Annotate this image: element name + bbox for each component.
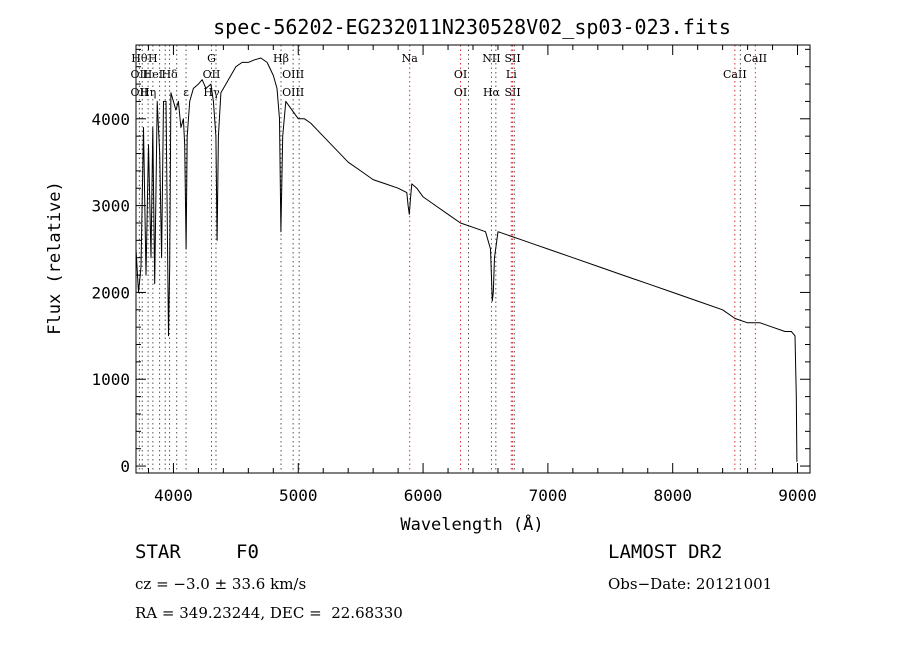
x-tick-label: 9000 xyxy=(778,486,817,505)
line-marker-label: NII xyxy=(482,52,500,65)
spectrum-line xyxy=(135,57,798,462)
object-class: STAR xyxy=(135,541,181,563)
line-marker-label: OIII xyxy=(282,86,304,99)
coordinates-line: RA = 349.23244, DEC = 22.68330 xyxy=(135,604,403,622)
plot-frame xyxy=(135,44,811,474)
x-tick-label: 4000 xyxy=(154,486,193,505)
line-marker-label: Hβ xyxy=(273,52,289,65)
line-marker-label: H xyxy=(148,52,158,65)
y-axis-label: Flux (relative) xyxy=(45,181,65,335)
line-marker-label: OI xyxy=(454,68,467,81)
line-marker-label: HeI xyxy=(143,68,163,81)
y-tick-label: 1000 xyxy=(91,370,130,389)
line-marker-label: SII xyxy=(504,86,520,99)
y-tick-label: 4000 xyxy=(91,110,130,129)
line-marker-label: Li xyxy=(506,68,517,81)
survey-name: LAMOST DR2 xyxy=(608,541,723,563)
x-axis: 4000 5000 6000 7000 8000 9000 xyxy=(147,45,817,505)
line-marker-label: CaII xyxy=(743,52,767,65)
line-marker-label: SII xyxy=(504,52,520,65)
x-tick-label: 7000 xyxy=(529,486,568,505)
obs-date: Obs−Date: 20121001 xyxy=(608,575,773,593)
line-markers: HθOIIOIIHηHHeIHδεGOIIHγHβOIIIOIIINaOIOIN… xyxy=(131,45,767,473)
line-marker-label: OII xyxy=(131,68,149,81)
redshift-line: cz = −3.0 ± 33.6 km/s xyxy=(135,575,307,593)
object-subclass: F0 xyxy=(236,541,259,563)
line-marker-label: CaII xyxy=(723,68,747,81)
y-tick-label: 3000 xyxy=(91,197,130,216)
line-marker-label: OII xyxy=(203,68,221,81)
line-marker-label: ε xyxy=(183,86,189,99)
x-axis-label: Wavelength (Å) xyxy=(400,513,543,535)
line-marker-label: Na xyxy=(402,52,419,65)
line-marker-label: Hδ xyxy=(161,68,178,81)
line-marker-label: G xyxy=(207,52,216,65)
y-tick-label: 2000 xyxy=(91,283,130,302)
line-marker-label: OI xyxy=(454,86,467,99)
y-axis: 0 1000 2000 3000 4000 xyxy=(91,48,810,476)
line-marker-label: Hη xyxy=(140,86,156,99)
chart-title: spec-56202-EG232011N230528V02_sp03-023.f… xyxy=(213,15,731,39)
line-marker-label: Hα xyxy=(483,86,501,99)
y-tick-label: 0 xyxy=(120,457,130,476)
spectrum-series xyxy=(135,57,798,462)
line-marker-label: OII xyxy=(131,86,149,99)
line-marker-label: OIII xyxy=(282,68,304,81)
line-marker-label: Hθ xyxy=(131,52,148,65)
x-tick-label: 6000 xyxy=(404,486,443,505)
x-tick-label: 8000 xyxy=(653,486,692,505)
x-tick-label: 5000 xyxy=(279,486,318,505)
